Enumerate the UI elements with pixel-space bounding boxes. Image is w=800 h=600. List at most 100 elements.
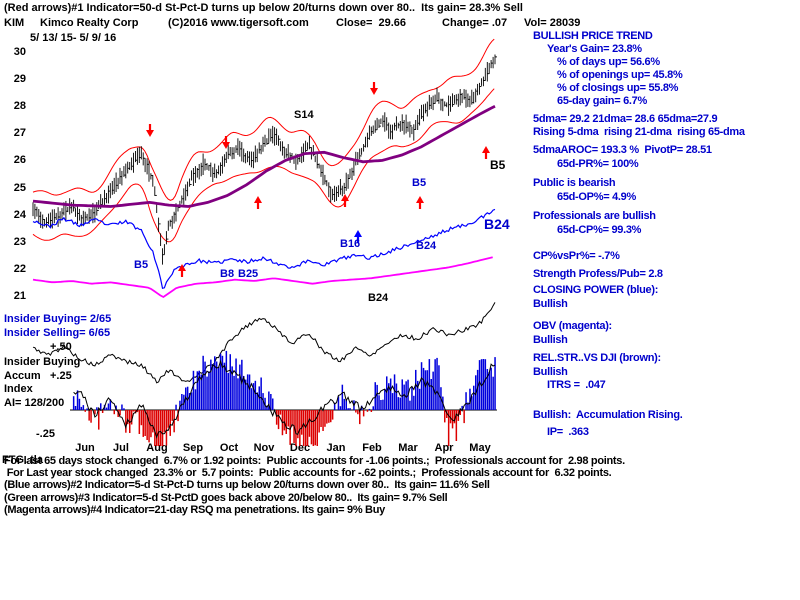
accum-bar bbox=[181, 394, 183, 410]
accum-bar bbox=[488, 372, 490, 410]
accum-bar bbox=[165, 410, 168, 446]
accum-bar bbox=[492, 376, 494, 410]
obv-line bbox=[32, 256, 493, 299]
signal-label: B16 bbox=[340, 238, 360, 250]
accum-bar bbox=[376, 384, 378, 410]
accum-bar bbox=[370, 410, 373, 412]
accum-bar bbox=[142, 410, 144, 437]
accum-bar bbox=[287, 410, 289, 427]
accum-bar bbox=[490, 367, 492, 410]
accum-bar bbox=[366, 410, 369, 412]
accum-bar bbox=[486, 369, 489, 410]
accum-bar bbox=[101, 410, 104, 413]
accum-bar bbox=[320, 410, 322, 427]
accum-bar bbox=[333, 402, 336, 410]
signal-up-arrow bbox=[484, 152, 488, 159]
accum-bar bbox=[310, 410, 313, 445]
accum-bar bbox=[318, 410, 320, 433]
accum-bar bbox=[283, 410, 286, 431]
accum-bar bbox=[409, 400, 411, 410]
accum-bar bbox=[171, 410, 173, 421]
accum-bar bbox=[113, 410, 115, 415]
accum-bar bbox=[279, 410, 282, 415]
accum-bar bbox=[417, 380, 419, 410]
accum-bar bbox=[357, 410, 359, 415]
accum-bar bbox=[235, 358, 237, 410]
accum-bar bbox=[316, 410, 318, 446]
accum-bar bbox=[312, 410, 315, 446]
accum-bar bbox=[121, 404, 123, 410]
accum-bar bbox=[426, 370, 429, 410]
signal-down-arrow bbox=[224, 136, 228, 143]
accum-bar bbox=[403, 384, 405, 410]
accum-bar bbox=[127, 410, 129, 425]
accum-bar bbox=[330, 410, 332, 423]
accum-bar bbox=[272, 398, 274, 410]
change-value: Change= .07 bbox=[442, 17, 508, 29]
accum-bar bbox=[190, 392, 193, 410]
insider-buying-caption: Insider Buying bbox=[4, 356, 81, 368]
copyright-text: (C)2016 www.tigersoft.com bbox=[168, 17, 309, 29]
accum-bar bbox=[260, 377, 262, 410]
signal-up-arrow bbox=[180, 270, 184, 277]
accum-bar bbox=[436, 357, 438, 410]
accum-bar bbox=[152, 410, 154, 433]
accum-bar bbox=[463, 410, 465, 424]
accum-bar bbox=[179, 400, 181, 410]
accum-bar bbox=[140, 410, 143, 426]
accum-bar bbox=[480, 359, 483, 410]
accum-bar bbox=[328, 410, 330, 423]
accum-bar bbox=[389, 378, 392, 410]
accum-bar bbox=[129, 410, 131, 433]
accum-bar bbox=[326, 410, 328, 424]
accum-bar bbox=[105, 407, 108, 410]
accum-bar bbox=[264, 397, 266, 410]
closing-power-line bbox=[32, 208, 496, 290]
upper-band-line bbox=[32, 38, 495, 201]
indicator-header: (Red arrows)#1 Indicator=50-d St-Pct-D t… bbox=[4, 2, 523, 14]
accum-caption: Accum bbox=[4, 370, 41, 382]
accum-bar bbox=[355, 410, 357, 413]
accum-bar bbox=[413, 395, 415, 410]
accum-bar bbox=[74, 406, 77, 410]
accum-bar bbox=[415, 369, 417, 410]
accum-bar bbox=[169, 410, 171, 436]
accum-bar bbox=[380, 400, 382, 410]
accum-bar bbox=[157, 410, 160, 446]
signal-down-arrow bbox=[372, 82, 376, 89]
accum-bar bbox=[388, 383, 390, 410]
accum-bar bbox=[295, 410, 297, 446]
accum-bar bbox=[115, 405, 117, 410]
signal-label: B24 bbox=[416, 240, 437, 252]
accum-bar bbox=[217, 367, 220, 410]
accum-bar bbox=[159, 410, 162, 446]
accum-bar bbox=[202, 355, 204, 410]
accum-bar bbox=[391, 393, 394, 410]
close-value: Close= 29.66 bbox=[336, 17, 407, 29]
accum-bar bbox=[198, 370, 200, 410]
accum-bar bbox=[289, 410, 291, 445]
accum-index-line bbox=[73, 359, 496, 439]
ai-scale-plus25: +.25 bbox=[50, 370, 72, 382]
accum-bar bbox=[163, 410, 166, 432]
signal-up-arrow bbox=[356, 236, 360, 243]
accum-bar bbox=[109, 399, 112, 410]
accum-bar bbox=[461, 405, 463, 410]
volume-value: Vol= 28039 bbox=[524, 17, 581, 29]
accum-bar bbox=[148, 410, 150, 443]
signal-label: S14 bbox=[294, 109, 314, 121]
ticker-symbol: KIM bbox=[4, 17, 25, 29]
signal-label: B25 bbox=[238, 268, 258, 280]
accum-bar bbox=[324, 410, 326, 427]
accum-bar bbox=[138, 410, 141, 434]
accum-bar bbox=[359, 410, 361, 425]
accum-bar bbox=[192, 370, 195, 410]
accum-bar bbox=[275, 410, 278, 425]
accum-bar bbox=[382, 399, 384, 410]
accum-bar bbox=[467, 402, 469, 410]
company-name: Kimco Realty Corp bbox=[40, 17, 139, 29]
accum-bar bbox=[306, 410, 309, 446]
accum-bar bbox=[225, 350, 228, 410]
accum-bar bbox=[299, 410, 301, 446]
